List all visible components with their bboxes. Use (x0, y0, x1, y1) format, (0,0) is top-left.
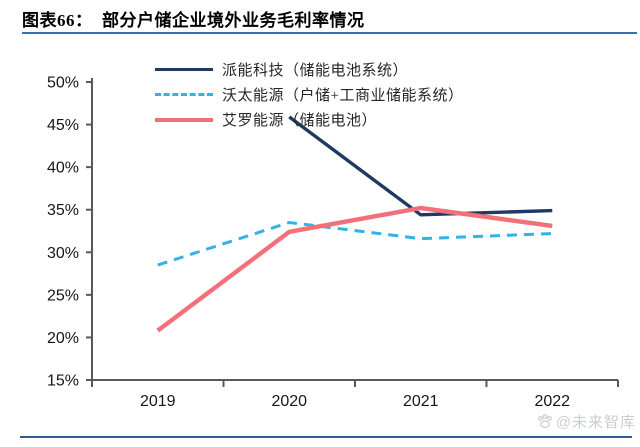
chart-legend: 派能科技（储能电池系统） 沃太能源（户储+工商业储能系统） 艾罗能源（储能电池） (155, 61, 463, 136)
legend-label: 艾罗能源（储能电池） (222, 113, 378, 129)
y-tick-label: 20% (47, 330, 79, 347)
y-tick-label: 50% (47, 75, 79, 92)
legend-line-swatch-dashed (155, 93, 213, 96)
legend-item: 派能科技（储能电池系统） (155, 61, 463, 79)
x-tick-label: 2020 (271, 393, 307, 410)
y-tick-label: 35% (47, 202, 79, 219)
legend-line-swatch-solid (155, 68, 213, 71)
series-line-1 (157, 220, 553, 267)
y-tick-label: 25% (47, 287, 79, 304)
title-underline (22, 32, 637, 34)
watermark: @未来智库 (536, 411, 636, 432)
footer-rule (20, 436, 632, 438)
x-tick-label: 2021 (403, 393, 439, 410)
legend-item: 沃太能源（户储+工商业储能系统） (155, 86, 464, 104)
legend-label: 派能科技（储能电池系统） (222, 63, 409, 79)
y-tick-label: 45% (47, 117, 79, 134)
paw-icon (537, 413, 552, 428)
legend-item: 艾罗能源（储能电池） (155, 111, 463, 129)
legend-line-swatch-solid (155, 117, 213, 122)
y-tick-label: 15% (47, 373, 79, 390)
y-tick-label: 30% (47, 245, 79, 262)
legend-label: 沃太能源（户储+工商业储能系统） (222, 88, 464, 104)
x-tick-label: 2022 (534, 393, 570, 410)
watermark-text: @未来智库 (555, 414, 636, 431)
x-tick-label: 2019 (140, 393, 176, 410)
series-line-0 (288, 115, 553, 217)
y-tick-label: 40% (47, 160, 79, 177)
series-line-2 (156, 205, 553, 333)
chart-title: 图表66： 部分户储企业境外业务毛利率情况 (22, 11, 365, 30)
